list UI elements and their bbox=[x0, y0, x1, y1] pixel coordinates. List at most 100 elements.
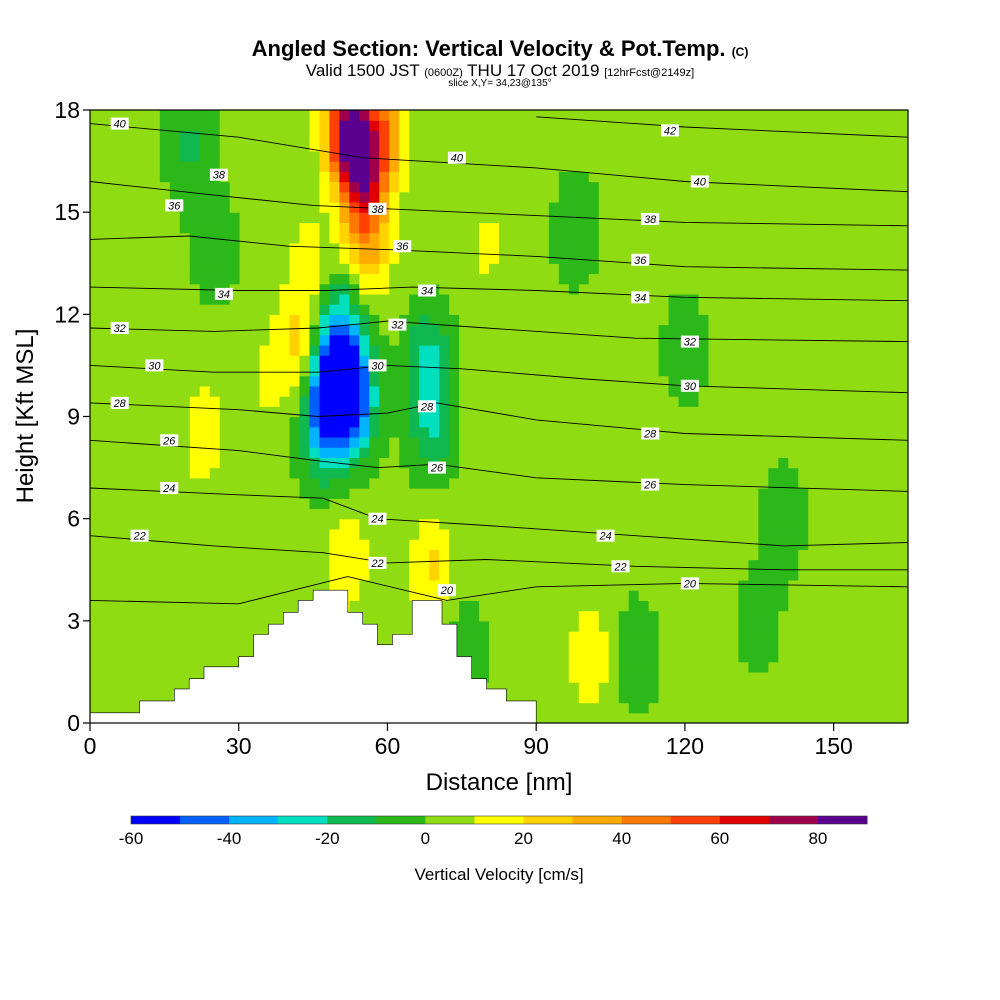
velocity-cell bbox=[339, 283, 350, 295]
velocity-cell bbox=[219, 242, 231, 254]
velocity-cell bbox=[319, 120, 331, 132]
velocity-cell bbox=[518, 549, 530, 561]
velocity-cell bbox=[179, 293, 191, 305]
velocity-cell bbox=[109, 498, 121, 510]
isentrope-label: 42 bbox=[661, 124, 679, 137]
velocity-cell bbox=[349, 222, 360, 234]
velocity-cell bbox=[259, 222, 271, 234]
velocity-cell bbox=[409, 242, 420, 254]
velocity-cell bbox=[379, 396, 390, 407]
velocity-cell bbox=[868, 355, 879, 367]
velocity-cell bbox=[249, 528, 261, 540]
velocity-cell bbox=[119, 304, 131, 315]
velocity-cell bbox=[708, 375, 720, 387]
velocity-cell bbox=[758, 610, 769, 622]
velocity-cell bbox=[279, 365, 291, 377]
velocity-cell bbox=[828, 682, 839, 693]
velocity-cell bbox=[199, 600, 211, 612]
velocity-cell bbox=[598, 212, 610, 223]
velocity-cell bbox=[439, 212, 450, 223]
velocity-cell bbox=[99, 242, 111, 254]
velocity-cell bbox=[99, 447, 111, 458]
velocity-cell bbox=[758, 426, 769, 438]
velocity-cell bbox=[698, 385, 710, 397]
velocity-cell bbox=[289, 120, 301, 132]
velocity-cell bbox=[389, 161, 400, 172]
velocity-cell bbox=[279, 467, 291, 479]
velocity-cell bbox=[838, 457, 849, 469]
velocity-cell bbox=[778, 375, 789, 387]
velocity-cell bbox=[299, 150, 311, 162]
velocity-cell bbox=[90, 355, 101, 367]
velocity-cell bbox=[598, 191, 610, 203]
velocity-cell bbox=[628, 232, 640, 244]
velocity-cell bbox=[638, 130, 650, 142]
velocity-cell bbox=[758, 273, 769, 285]
velocity-cell bbox=[568, 559, 580, 571]
velocity-cell bbox=[808, 559, 819, 571]
velocity-cell bbox=[538, 712, 550, 723]
velocity-cell bbox=[399, 140, 410, 152]
velocity-cell bbox=[868, 324, 879, 336]
velocity-cell bbox=[878, 304, 889, 315]
velocity-cell bbox=[608, 569, 620, 581]
velocity-cell bbox=[698, 140, 710, 152]
velocity-cell bbox=[778, 222, 789, 234]
velocity-cell bbox=[558, 702, 570, 714]
velocity-cell bbox=[109, 559, 121, 571]
velocity-cell bbox=[99, 508, 111, 520]
velocity-cell bbox=[568, 467, 580, 479]
velocity-cell bbox=[399, 477, 410, 489]
velocity-cell bbox=[469, 467, 480, 479]
velocity-cell bbox=[159, 498, 171, 510]
velocity-cell bbox=[528, 447, 540, 458]
velocity-cell bbox=[359, 130, 370, 142]
velocity-cell bbox=[748, 140, 759, 152]
velocity-cell bbox=[648, 539, 660, 550]
velocity-cell bbox=[449, 161, 460, 172]
velocity-cell bbox=[469, 671, 480, 683]
velocity-cell bbox=[229, 355, 241, 367]
velocity-cell bbox=[369, 488, 380, 499]
velocity-cell bbox=[748, 467, 759, 479]
velocity-cell bbox=[169, 518, 181, 530]
velocity-cell bbox=[239, 283, 251, 295]
velocity-cell bbox=[818, 641, 829, 653]
velocity-cell bbox=[718, 436, 730, 448]
velocity-cell bbox=[728, 579, 740, 591]
velocity-cell bbox=[688, 161, 700, 172]
velocity-cell bbox=[429, 375, 440, 387]
velocity-cell bbox=[758, 140, 769, 152]
velocity-cell bbox=[469, 181, 480, 193]
velocity-cell bbox=[568, 344, 580, 356]
velocity-cell bbox=[329, 263, 340, 275]
velocity-cell bbox=[289, 406, 301, 418]
velocity-cell bbox=[90, 528, 101, 540]
velocity-cell bbox=[379, 212, 390, 223]
velocity-cell bbox=[698, 406, 710, 418]
velocity-cell bbox=[229, 120, 241, 132]
velocity-cell bbox=[279, 498, 291, 510]
velocity-cell bbox=[618, 416, 630, 428]
velocity-cell bbox=[389, 590, 400, 601]
velocity-cell bbox=[149, 140, 161, 152]
velocity-cell bbox=[159, 130, 171, 142]
velocity-cell bbox=[209, 242, 221, 254]
velocity-cell bbox=[459, 528, 470, 540]
velocity-cell bbox=[888, 161, 899, 172]
velocity-cell bbox=[848, 365, 859, 377]
velocity-cell bbox=[359, 518, 370, 530]
velocity-cell bbox=[558, 273, 570, 285]
velocity-cell bbox=[329, 222, 340, 234]
velocity-cell bbox=[499, 150, 510, 162]
velocity-cell bbox=[179, 140, 191, 152]
velocity-cell bbox=[199, 416, 211, 428]
velocity-cell bbox=[658, 579, 670, 591]
velocity-cell bbox=[538, 641, 550, 653]
velocity-cell bbox=[748, 242, 759, 254]
velocity-cell bbox=[309, 426, 321, 438]
velocity-cell bbox=[758, 631, 769, 642]
velocity-cell bbox=[698, 304, 710, 315]
velocity-cell bbox=[219, 426, 231, 438]
velocity-cell bbox=[508, 416, 520, 428]
